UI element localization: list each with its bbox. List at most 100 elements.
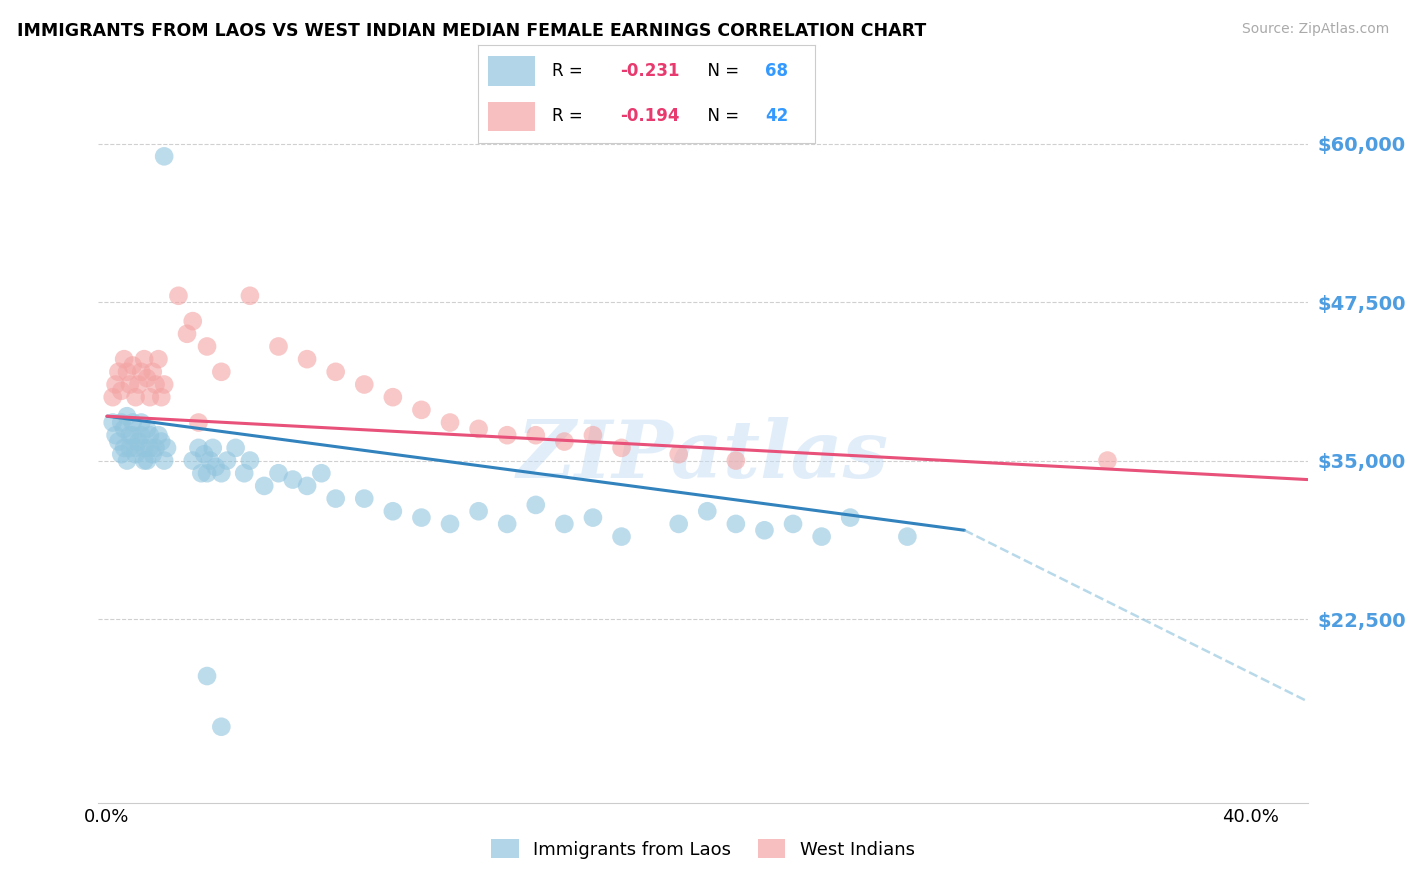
Point xyxy=(295,479,318,493)
Point xyxy=(112,441,135,455)
Point xyxy=(215,453,238,467)
Point xyxy=(668,516,690,531)
Point xyxy=(295,352,318,367)
Point xyxy=(198,453,221,467)
Point xyxy=(153,377,176,392)
Point xyxy=(153,149,176,163)
Point xyxy=(121,428,143,442)
Point xyxy=(148,428,170,442)
Point xyxy=(129,416,152,430)
Point xyxy=(209,467,232,481)
Point xyxy=(167,289,190,303)
Point xyxy=(190,467,212,481)
Text: N =: N = xyxy=(697,107,745,125)
Point xyxy=(209,365,232,379)
Point xyxy=(724,453,747,467)
Point xyxy=(181,453,204,467)
Point xyxy=(139,390,162,404)
Point xyxy=(134,453,156,467)
Point xyxy=(121,416,143,430)
Point xyxy=(1097,453,1119,467)
Point xyxy=(209,720,232,734)
Point xyxy=(325,365,347,379)
Point xyxy=(239,289,262,303)
Point xyxy=(524,428,547,442)
Point xyxy=(381,390,404,404)
Point xyxy=(136,422,159,436)
Point xyxy=(896,530,918,544)
Point xyxy=(553,434,575,449)
Point xyxy=(193,447,215,461)
Point xyxy=(139,428,162,442)
Point xyxy=(110,447,132,461)
Point xyxy=(187,441,209,455)
Point xyxy=(610,441,633,455)
Point xyxy=(142,365,165,379)
Point xyxy=(139,441,162,455)
Point xyxy=(118,428,141,442)
Text: 68: 68 xyxy=(765,62,787,80)
Point xyxy=(381,504,404,518)
Point xyxy=(582,510,605,524)
Point xyxy=(239,453,262,467)
Point xyxy=(201,441,224,455)
Point xyxy=(181,314,204,328)
Point xyxy=(112,352,135,367)
Point xyxy=(267,339,290,353)
Point xyxy=(129,365,152,379)
Point xyxy=(110,384,132,398)
Point xyxy=(553,516,575,531)
Point xyxy=(107,434,129,449)
Point xyxy=(353,491,375,506)
Point xyxy=(439,416,461,430)
Legend: Immigrants from Laos, West Indians: Immigrants from Laos, West Indians xyxy=(484,832,922,866)
Point xyxy=(195,339,218,353)
Point xyxy=(582,428,605,442)
Point xyxy=(353,377,375,392)
Point xyxy=(145,441,167,455)
Text: R =: R = xyxy=(553,62,588,80)
Bar xyxy=(488,102,536,131)
Point xyxy=(668,447,690,461)
Point xyxy=(110,416,132,430)
Point xyxy=(411,510,433,524)
Point xyxy=(124,390,146,404)
Point xyxy=(225,441,247,455)
Point xyxy=(311,467,333,481)
Point xyxy=(115,409,138,424)
Point xyxy=(204,459,226,474)
Point xyxy=(142,447,165,461)
Text: Source: ZipAtlas.com: Source: ZipAtlas.com xyxy=(1241,22,1389,37)
Point xyxy=(496,428,519,442)
Point xyxy=(101,416,124,430)
Point xyxy=(112,422,135,436)
Point xyxy=(118,441,141,455)
Point xyxy=(724,516,747,531)
Point xyxy=(810,530,832,544)
Point xyxy=(136,371,159,385)
Point xyxy=(101,390,124,404)
Point xyxy=(253,479,276,493)
Point xyxy=(118,377,141,392)
Text: -0.231: -0.231 xyxy=(620,62,679,80)
Point xyxy=(124,447,146,461)
Text: R =: R = xyxy=(553,107,588,125)
Text: IMMIGRANTS FROM LAOS VS WEST INDIAN MEDIAN FEMALE EARNINGS CORRELATION CHART: IMMIGRANTS FROM LAOS VS WEST INDIAN MEDI… xyxy=(17,22,927,40)
Point xyxy=(107,365,129,379)
Point xyxy=(467,422,489,436)
Point xyxy=(839,510,862,524)
Text: ZIPatlas: ZIPatlas xyxy=(517,417,889,495)
Point xyxy=(134,352,156,367)
Bar xyxy=(488,56,536,86)
Point xyxy=(411,402,433,417)
Point xyxy=(148,352,170,367)
Point xyxy=(195,669,218,683)
Point xyxy=(150,390,173,404)
Point xyxy=(136,453,159,467)
Point xyxy=(104,377,127,392)
Point xyxy=(176,326,198,341)
Point xyxy=(127,434,149,449)
Point xyxy=(696,504,718,518)
Point xyxy=(281,473,304,487)
Point xyxy=(782,516,804,531)
